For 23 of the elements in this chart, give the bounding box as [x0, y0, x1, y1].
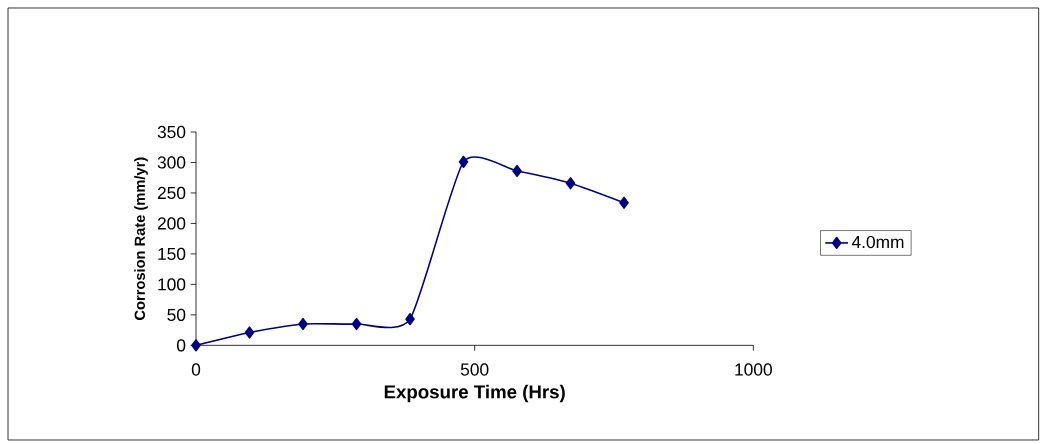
point	[565, 177, 576, 190]
y-axis-title: Corrosion Rate (mm/yr)	[134, 157, 148, 320]
y-tick-label: 100	[158, 278, 186, 291]
point	[191, 339, 201, 352]
y-tick-label: 250	[157, 186, 186, 200]
point	[512, 164, 522, 178]
legend-label: 4.0mm	[851, 235, 904, 249]
y-tick-label: 300	[157, 156, 186, 169]
point	[619, 196, 629, 209]
y-tick-label: 350	[157, 125, 186, 139]
y-tick-label: 0	[176, 339, 186, 352]
point	[458, 155, 469, 168]
y-tick-label: 200	[157, 217, 186, 230]
x-axis-title: Exposure Time (Hrs)	[384, 384, 565, 403]
point	[405, 312, 415, 326]
y-tick-label: 150	[158, 247, 186, 261]
point	[351, 317, 362, 331]
point	[244, 326, 255, 339]
x-tick-label: 1000	[735, 363, 772, 376]
x-tick-label: 0	[191, 363, 201, 376]
point	[298, 317, 308, 331]
x-tick-label: 500	[460, 363, 489, 376]
y-tick-label: 50	[167, 308, 186, 321]
